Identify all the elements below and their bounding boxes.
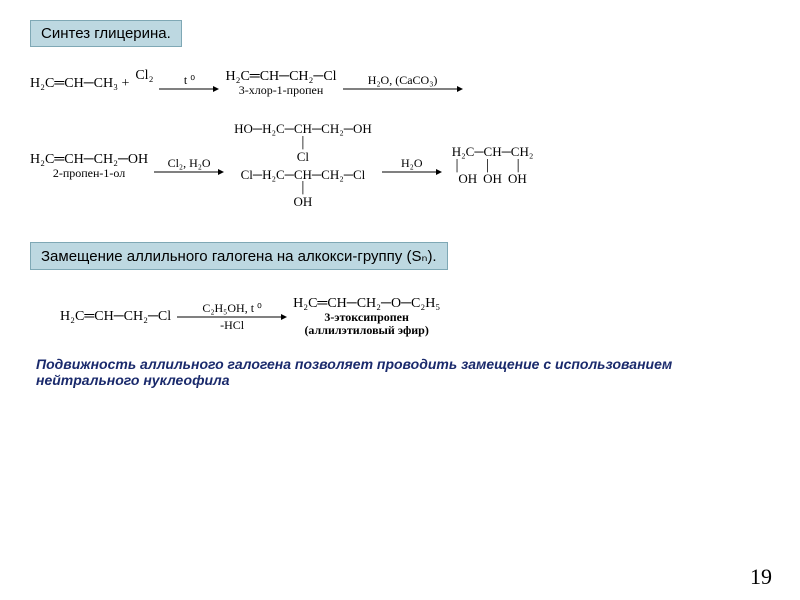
r1-arrow2: H₂O, (CaCO₃) xyxy=(343,73,463,94)
r2-p-bot-r: OH xyxy=(508,172,527,187)
page-number: 19 xyxy=(750,564,772,590)
r3-reactant1: H₂C═CH─CH₂─Cl xyxy=(60,309,171,325)
reaction-3: H₂C═CH─CH₂─Cl C₂H₅OH, t ⁰ -HCl H₂C═CH─CH… xyxy=(30,296,770,338)
r2-arrow2: H₂O xyxy=(382,156,442,177)
r2-p-bot-l: OH xyxy=(458,172,477,187)
reaction-2: H₂C═CH─CH₂─OH 2-пропен-1-ол Cl₂, H₂O HO─… xyxy=(30,122,770,210)
arrow-icon xyxy=(382,167,442,177)
r2-product: H₂C─CH─CH₂ │ │ │ OH OH OH xyxy=(452,145,534,188)
r2-intermediate: HO─H₂C─CH─CH₂─OH │ Cl Cl─H₂C─CH─CH₂─Cl │… xyxy=(234,122,372,210)
r2-mid-bot: Cl─H₂C─CH─CH₂─Cl xyxy=(234,168,372,183)
reaction-1: H₂C═CH─CH₃ + Cl₂ t ⁰ H₂C═CH─CH₂─Cl 3-хло… xyxy=(30,69,770,98)
r1-reactant2: Cl₂ xyxy=(135,68,153,84)
heading2-text: Замещение аллильного галогена на алкокси… xyxy=(41,248,437,265)
r2-reactant1-label: 2-пропен-1-ол xyxy=(53,166,125,181)
r1-product1-stack: H₂C═CH─CH₂─Cl 3-хлор-1-пропен xyxy=(225,69,336,98)
r2-mid-top: HO─H₂C─CH─CH₂─OH xyxy=(234,122,372,137)
r3-arrow: C₂H₅OH, t ⁰ -HCl xyxy=(177,301,287,333)
r3-product-stack: H₂C═CH─CH₂─O─C₂H₅ 3-этоксипропен (аллилэ… xyxy=(293,296,440,338)
r2-p-bot-m: OH xyxy=(483,172,502,187)
arrow-icon xyxy=(154,167,224,177)
r3-arrow-bot: -HCl xyxy=(220,318,244,333)
arrow-icon xyxy=(343,84,463,94)
r1-reactant1: H₂C═CH─CH₃ + xyxy=(30,76,129,92)
footer-note: Подвижность аллильного галогена позволяе… xyxy=(30,356,770,388)
r2-p-top: H₂C─CH─CH₂ xyxy=(452,145,534,160)
r1-arrow1: t ⁰ xyxy=(159,73,219,94)
r2-reactant1-stack: H₂C═CH─CH₂─OH 2-пропен-1-ол xyxy=(30,152,148,181)
heading1-text: Синтез глицерина. xyxy=(41,25,171,42)
section-heading-1: Синтез глицерина. xyxy=(30,20,182,47)
section-heading-2: Замещение аллильного галогена на алкокси… xyxy=(30,242,448,270)
r2-mid-top-sub: Cl xyxy=(234,150,372,165)
arrow-icon xyxy=(159,84,219,94)
r2-arrow1: Cl₂, H₂O xyxy=(154,156,224,177)
r2-mid-bot-sub: OH xyxy=(234,195,372,210)
r1-product1-label: 3-хлор-1-пропен xyxy=(239,83,324,98)
r3-product-label2: (аллилэтиловый эфир) xyxy=(304,323,428,338)
